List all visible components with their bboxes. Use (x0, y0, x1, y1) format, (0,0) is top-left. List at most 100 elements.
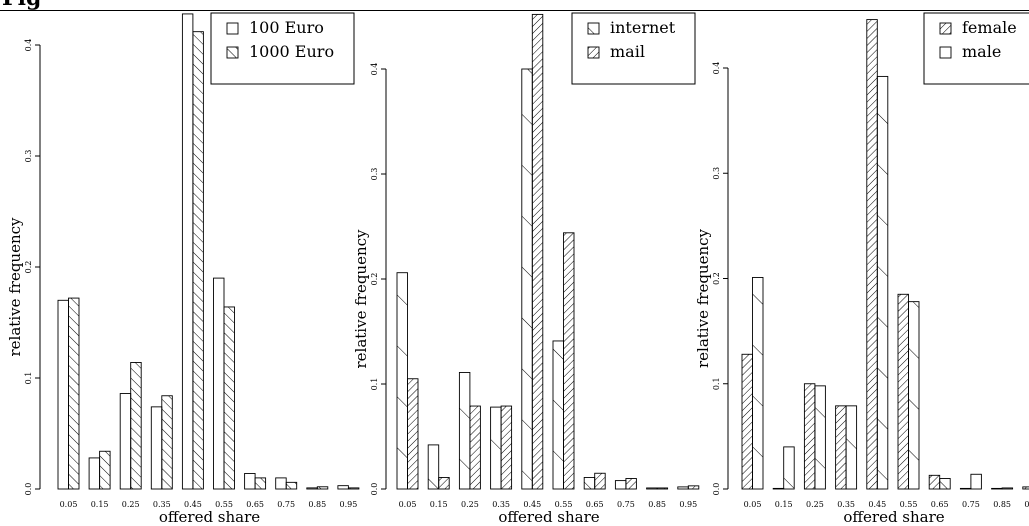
x-tick-label: 0.45 (523, 500, 541, 509)
bar-mail (531, 13, 544, 490)
bar-female (991, 487, 1003, 490)
bar-internet (677, 486, 689, 490)
x-tick-label: 0.95 (339, 500, 357, 509)
bar-female (835, 405, 847, 490)
legend-swatch (226, 22, 239, 35)
bar-mail (500, 405, 513, 490)
y-tick-label: 0.3 (712, 167, 721, 180)
bar-male (939, 478, 951, 490)
x-axis-title: offered share (159, 508, 260, 526)
x-tick-label: 0.85 (648, 500, 666, 509)
bar-internet (646, 487, 658, 490)
y-tick-label: 0.2 (370, 273, 379, 286)
bar-male (1001, 487, 1014, 490)
y-tick-label: 0.3 (24, 150, 33, 163)
x-tick-label: 0.55 (555, 500, 573, 509)
x-tick-label: 0.05 (399, 500, 417, 509)
legend-label: 1000 Euro (249, 42, 334, 61)
bar-1000-euro (99, 450, 111, 490)
legend: internet mail (571, 12, 696, 85)
y-tick-label: 0.4 (24, 39, 33, 52)
bar-mail (594, 472, 606, 490)
y-tick-label: 0.2 (24, 261, 33, 274)
bar-female (803, 383, 816, 490)
y-tick-label: 0.4 (370, 63, 379, 76)
bar-male (783, 446, 795, 490)
bar-internet (458, 372, 471, 490)
bar-internet (583, 477, 596, 490)
bar-mail (563, 232, 575, 490)
bar-male (970, 473, 982, 490)
x-tick-label: 0.75 (277, 500, 295, 509)
bar-1000-euro (68, 297, 80, 490)
x-tick-label: 0.05 (60, 500, 78, 509)
x-tick-label: 0.15 (91, 500, 109, 509)
y-tick-label: 0.4 (712, 62, 721, 75)
bar-100-euro (150, 406, 163, 490)
bar-male (814, 385, 826, 490)
x-tick-label: 0.35 (837, 500, 855, 509)
bar-100-euro (57, 299, 69, 490)
legend-swatch (939, 46, 952, 59)
legend-label: female (962, 18, 1017, 37)
y-tick-label: 0.1 (370, 378, 379, 391)
y-tick-label: 0.0 (370, 483, 379, 496)
bar-100-euro (275, 477, 287, 490)
legend-swatch (939, 22, 952, 35)
figure-title: Fig (2, 0, 41, 9)
legend: 100 Euro 1000 Euro (210, 12, 355, 85)
x-tick-label: 0.25 (122, 500, 140, 509)
bar-female (741, 353, 753, 490)
x-tick-label: 0.55 (215, 500, 233, 509)
bar-male (845, 405, 858, 490)
legend-swatch (587, 22, 600, 35)
bar-mail (625, 478, 637, 490)
bar-1000-euro (223, 306, 235, 490)
legend-swatch (587, 46, 600, 59)
bar-internet (396, 272, 408, 490)
bar-female (866, 19, 878, 490)
bar-mail (687, 485, 700, 490)
x-tick-label: 0.05 (744, 500, 762, 509)
x-tick-label: 0.75 (617, 500, 635, 509)
bar-100-euro (337, 485, 349, 490)
y-tick-label: 0.1 (712, 377, 721, 390)
bar-100-euro (244, 473, 256, 490)
bar-1000-euro (161, 395, 173, 490)
x-tick-label: 0.35 (153, 500, 171, 509)
bar-internet (521, 68, 533, 490)
legend-label: internet (610, 18, 676, 37)
chart-panel-1: 0.0 0.1 0.2 0.3 0.4 relative frequency 0.05 0.1… (6, 12, 360, 526)
x-tick-label: 0.45 (184, 500, 202, 509)
x-tick-label: 0.55 (900, 500, 918, 509)
legend-swatch (226, 46, 239, 59)
bar-100-euro (181, 13, 194, 490)
x-tick-label: 0.45 (868, 500, 886, 509)
x-tick-label: 0.95 (1024, 500, 1029, 509)
y-tick-label: 0.3 (370, 168, 379, 181)
chart-panel-3: 0.0 0.1 0.2 0.3 0.4 relative frequency 0.05 0.1… (694, 12, 1029, 526)
bar-mail (656, 487, 669, 490)
x-tick-label: 0.65 (586, 500, 604, 509)
x-tick-label: 0.65 (246, 500, 264, 509)
chart-panel-2: 0.0 0.1 0.2 0.3 0.4 relative frequency 0.05 0.1… (352, 12, 700, 526)
y-axis-title: relative frequency (352, 229, 370, 369)
x-tick-label: 0.25 (461, 500, 479, 509)
bar-mail (407, 378, 419, 490)
bar-100-euro (306, 487, 318, 490)
bar-1000-euro (347, 487, 360, 490)
x-tick-label: 0.15 (775, 500, 793, 509)
y-tick-label: 0.0 (24, 483, 33, 496)
y-tick-label: 0.1 (24, 372, 33, 385)
bar-1000-euro (285, 481, 298, 490)
bar-100-euro (119, 393, 132, 490)
legend: female male (923, 12, 1029, 85)
bar-male (752, 276, 764, 490)
x-tick-label: 0.85 (308, 500, 326, 509)
y-axis-title: relative frequency (694, 228, 712, 368)
legend-label: 100 Euro (249, 18, 324, 37)
bar-internet (490, 406, 502, 490)
bar-1000-euro (192, 31, 204, 490)
